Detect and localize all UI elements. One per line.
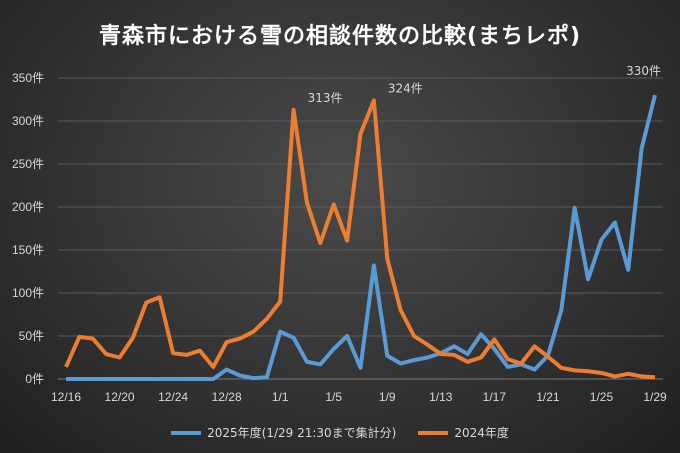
legend-swatch <box>171 430 202 435</box>
legend-label: 2025年度(1/29 21:30まで集計分) <box>207 426 397 440</box>
x-tick-label: 12/16 <box>51 390 81 404</box>
x-tick-label: 1/29 <box>643 390 667 404</box>
x-tick-label: 12/20 <box>105 390 135 404</box>
y-tick-label: 300件 <box>12 114 44 128</box>
x-tick-label: 1/17 <box>483 390 507 404</box>
y-tick-label: 150件 <box>12 243 44 257</box>
legend-item-2025: 2025年度(1/29 21:30まで集計分) <box>171 424 396 441</box>
x-tick-label: 1/13 <box>429 390 453 404</box>
legend-label: 2024年度 <box>454 426 509 440</box>
y-tick-label: 250件 <box>12 157 44 171</box>
series-line-2025 <box>66 94 657 381</box>
chart-title: 青森市における雪の相談件数の比較(まちレポ) <box>98 24 582 49</box>
y-tick-label: 0件 <box>25 372 44 386</box>
legend-swatch <box>418 430 449 435</box>
x-tick-label: 12/24 <box>158 390 188 404</box>
y-tick-label: 50件 <box>19 329 44 343</box>
data-label: 330件 <box>626 64 661 78</box>
x-tick-label: 1/25 <box>590 390 614 404</box>
y-tick-label: 200件 <box>12 200 44 214</box>
x-tick-label: 1/9 <box>379 390 396 404</box>
x-tick-label: 1/5 <box>325 390 342 404</box>
y-tick-label: 100件 <box>12 286 44 300</box>
legend-item-2024: 2024年度 <box>418 424 509 441</box>
data-label: 313件 <box>308 91 343 105</box>
y-tick-label: 350件 <box>12 71 44 85</box>
x-tick-label: 12/28 <box>212 390 242 404</box>
data-label: 324件 <box>388 81 423 95</box>
legend: 2025年度(1/29 21:30まで集計分) 2024年度 <box>0 424 680 441</box>
x-tick-label: 1/21 <box>536 390 560 404</box>
x-tick-label: 1/1 <box>272 390 289 404</box>
series-line-2024 <box>64 98 656 380</box>
